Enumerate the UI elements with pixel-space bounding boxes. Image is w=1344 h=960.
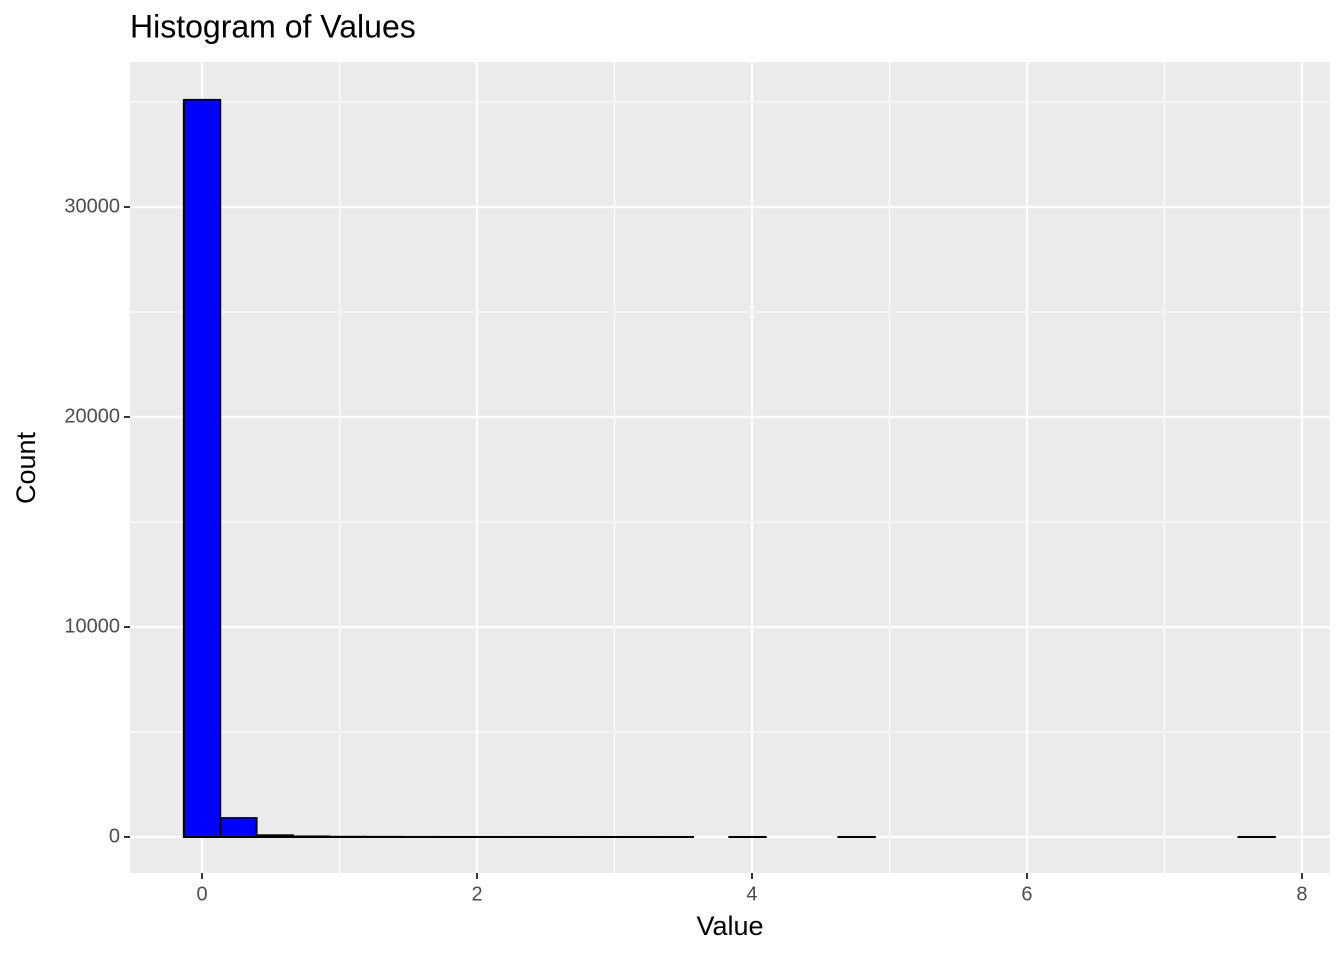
x-axis-title: Value bbox=[696, 911, 763, 941]
x-tick-label: 0 bbox=[196, 883, 207, 905]
x-tick-label: 6 bbox=[1021, 883, 1032, 905]
bar bbox=[219, 817, 258, 839]
x-tick-label: 2 bbox=[471, 883, 482, 905]
chart-title: Histogram of Values bbox=[130, 8, 416, 44]
bar bbox=[182, 98, 222, 839]
y-tick-label: 10000 bbox=[64, 615, 120, 637]
y-axis-title: Count bbox=[11, 431, 41, 504]
x-tick-label: 4 bbox=[746, 883, 757, 905]
bar bbox=[255, 834, 294, 839]
y-tick-label: 20000 bbox=[64, 405, 120, 427]
y-tick-label: 30000 bbox=[64, 195, 120, 217]
x-tick-label: 8 bbox=[1296, 883, 1307, 905]
bar bbox=[291, 835, 331, 839]
y-tick-label: 0 bbox=[109, 825, 120, 847]
panel bbox=[130, 62, 1330, 873]
